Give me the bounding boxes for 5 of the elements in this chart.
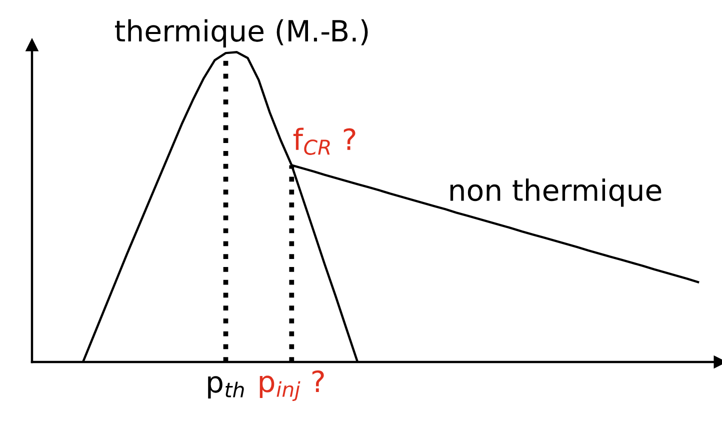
series-label: thermique (M.-B.)	[115, 19, 368, 48]
x-tick-label: p$_{inj}$ ?	[260, 370, 324, 402]
series-label: non thermique	[450, 178, 662, 207]
x-tick-label: p$_{th}$	[208, 376, 244, 398]
annotation: f$_{CR}$ ?	[293, 128, 356, 155]
